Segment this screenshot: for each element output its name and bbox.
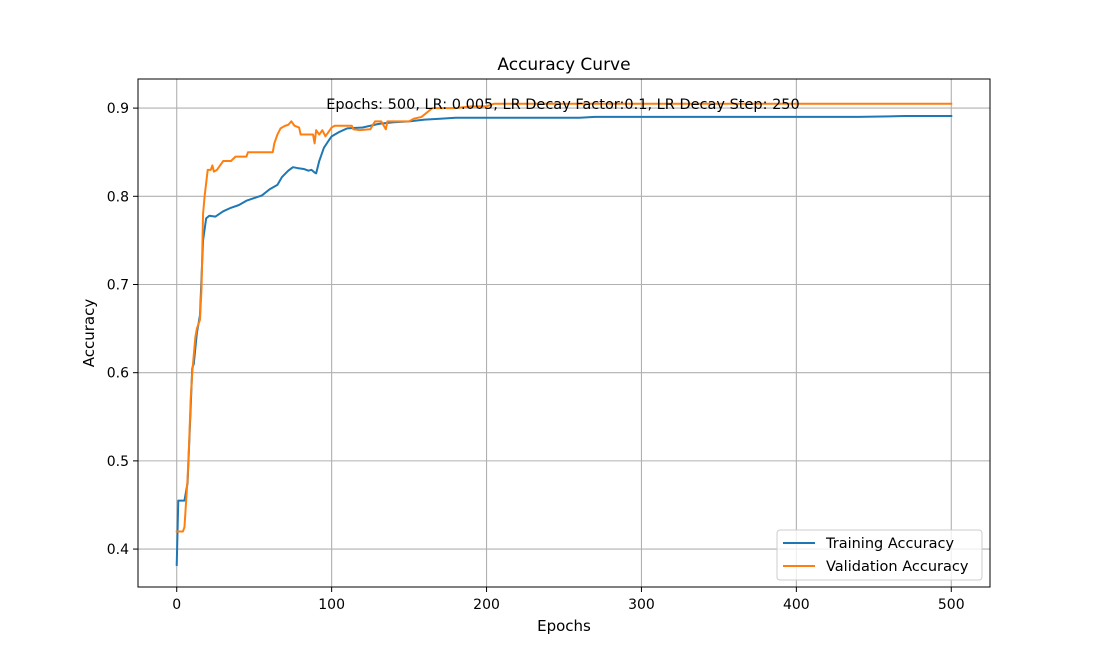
x-tick-label: 400 <box>783 597 810 613</box>
y-tick-label: 0.5 <box>107 454 129 470</box>
y-tick-label: 0.6 <box>107 366 129 382</box>
y-tick-label: 0.8 <box>107 189 129 205</box>
x-tick-label: 200 <box>473 597 500 613</box>
x-tick-label: 100 <box>318 597 345 613</box>
y-tick-label: 0.9 <box>107 101 129 117</box>
x-axis-label: Epochs <box>537 617 591 635</box>
hyperparameter-annotation: Epochs: 500, LR: 0.005, LR Decay Factor:… <box>326 97 800 113</box>
x-tick-label: 300 <box>628 597 655 613</box>
legend-label: Validation Accuracy <box>826 559 969 575</box>
legend: Training Accuracy Validation Accuracy <box>776 529 983 581</box>
ticks: 0 100 200 300 400 500 0.4 0.5 0.6 0.7 0.8 0.9 <box>107 101 965 613</box>
y-axis-label: Accuracy <box>80 299 98 368</box>
plot-frame <box>137 78 991 588</box>
x-tick-label: 0 <box>172 597 181 613</box>
validation-accuracy-line <box>175 102 953 533</box>
legend-box <box>776 529 983 581</box>
legend-label: Training Accuracy <box>825 536 954 552</box>
y-tick-label: 0.7 <box>107 277 129 293</box>
chart-title: Accuracy Curve <box>497 55 630 75</box>
y-tick-label: 0.4 <box>107 542 129 558</box>
series-layer <box>175 102 953 566</box>
x-tick-label: 500 <box>938 597 965 613</box>
